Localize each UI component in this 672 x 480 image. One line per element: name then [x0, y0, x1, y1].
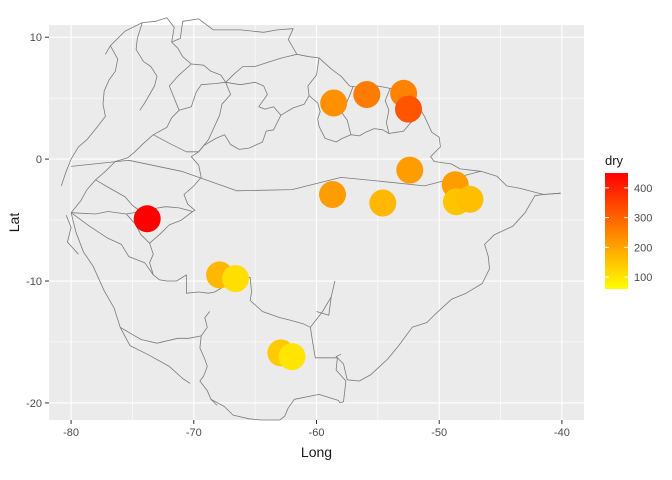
legend: dry 100 200 300 400 [605, 153, 652, 289]
grid-major [49, 25, 584, 420]
map-border [384, 88, 391, 134]
map-border [347, 192, 561, 382]
data-points [133, 79, 484, 371]
map-border [225, 53, 297, 83]
map-border [135, 22, 158, 111]
data-point [369, 189, 397, 217]
map-border [199, 311, 211, 349]
map-border [310, 296, 332, 328]
map-border [95, 179, 142, 212]
map-border [335, 353, 348, 380]
x-tick-label: -40 [554, 427, 570, 439]
legend-tick-label: 200 [634, 242, 652, 254]
map-outline [60, 17, 561, 421]
legend-ticks: 100 200 300 400 [605, 183, 652, 284]
map-border [153, 134, 199, 153]
data-point [353, 81, 381, 108]
map-border [225, 81, 282, 116]
y-tick-label: -20 [26, 398, 42, 410]
data-point [395, 95, 422, 123]
legend-tick-label: 100 [634, 272, 652, 284]
data-point [278, 343, 306, 371]
y-axis-title: Lat [6, 213, 22, 233]
map-border [65, 215, 79, 255]
data-point [456, 185, 484, 213]
data-point [320, 89, 348, 117]
x-tick-label: -50 [431, 427, 447, 439]
data-point [319, 181, 346, 208]
map-border [71, 159, 482, 192]
legend-title: dry [605, 153, 624, 168]
map-border [70, 212, 191, 384]
map-border [198, 82, 231, 153]
map-border [60, 139, 88, 187]
y-tick-label: 0 [36, 154, 42, 166]
map-border [210, 394, 341, 421]
legend-tick-label: 300 [634, 213, 652, 225]
legend-colorbar [605, 173, 628, 289]
map-border [308, 95, 420, 143]
map-border [199, 347, 218, 406]
y-tick-label: -10 [26, 276, 42, 288]
map-border [149, 211, 193, 244]
y-axis: -20 -10 0 10 [26, 32, 49, 410]
data-point [133, 205, 161, 233]
data-point [222, 265, 249, 293]
map-border [119, 326, 202, 344]
y-tick-label: 10 [30, 32, 42, 44]
map-border [86, 45, 119, 140]
x-tick-label: -70 [186, 427, 202, 439]
legend-tick-label: 400 [634, 183, 652, 195]
map-border [316, 280, 336, 316]
x-axis: -80 -70 -60 -50 -40 [63, 420, 570, 439]
x-axis-title: Long [301, 444, 332, 460]
x-tick-label: -80 [63, 427, 79, 439]
data-point [396, 156, 424, 184]
x-tick-label: -60 [309, 427, 325, 439]
map-border [168, 63, 192, 111]
